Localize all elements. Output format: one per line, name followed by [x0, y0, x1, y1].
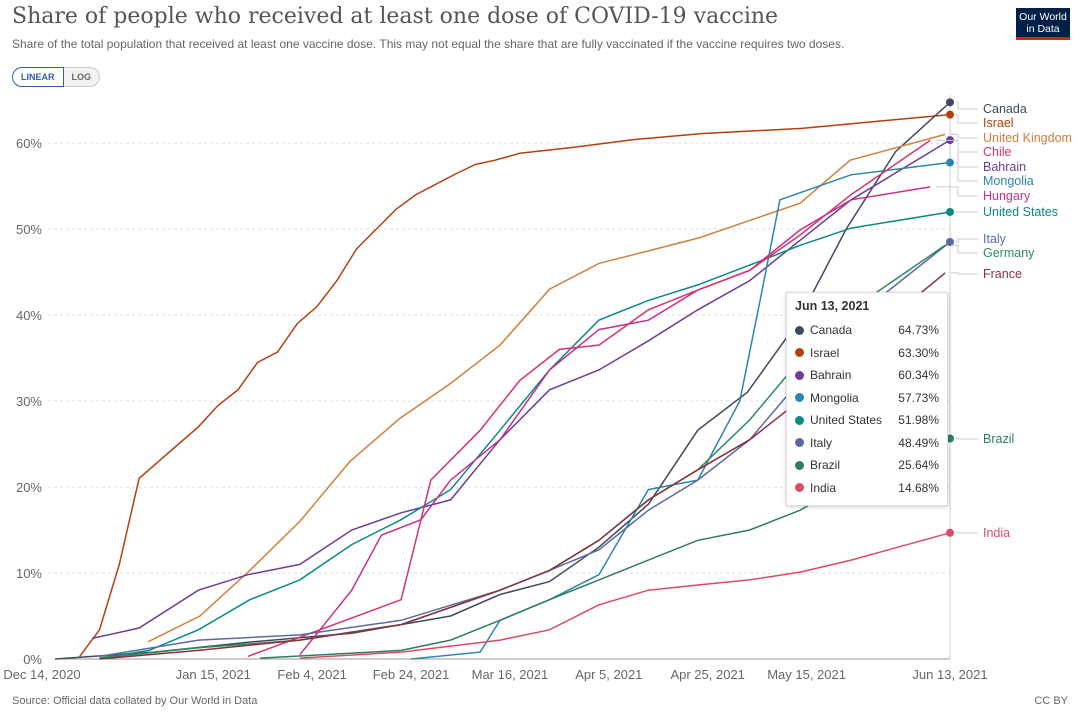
series-dot-icon [795, 348, 804, 358]
series-label: Israel [983, 116, 1014, 130]
tooltip-value: 60.34% [898, 368, 939, 383]
series-label: United Kingdom [983, 131, 1072, 145]
x-tick-label: Mar 16, 2021 [472, 667, 549, 682]
chart-title: Share of people who received at least on… [12, 4, 779, 29]
x-tick-label: Apr 25, 2021 [670, 667, 744, 682]
y-tick-label: 50% [16, 222, 42, 237]
linear-button[interactable]: LINEAR [12, 67, 64, 87]
tooltip-country: Brazil [810, 458, 841, 473]
license: CC BY [1034, 695, 1068, 707]
tooltip-value: 57.73% [898, 390, 939, 405]
x-tick-label: Apr 5, 2021 [575, 667, 642, 682]
tooltip-country: United States [810, 413, 883, 428]
series-dot-icon [795, 460, 804, 470]
tooltip-row: Mongolia 57.73% [795, 387, 939, 410]
y-tick-label: 30% [16, 394, 42, 409]
tooltip-row: India 14.68% [795, 477, 939, 500]
tooltip-value: 14.68% [898, 480, 939, 495]
y-tick-label: 40% [16, 308, 42, 323]
label-connector [956, 139, 978, 168]
tooltip: Jun 13, 2021 Canada 64.73% Israel 63.30% Bah… [786, 292, 948, 506]
x-tick-label: Jun 13, 2021 [912, 667, 987, 682]
series-dot-icon [795, 325, 804, 335]
series-label: Brazil [983, 432, 1014, 446]
tooltip-row: Bahrain 60.34% [795, 364, 939, 387]
tooltip-country: India [810, 480, 837, 495]
end-marker [946, 434, 954, 443]
tooltip-row: Israel 63.30% [795, 342, 939, 365]
series-dot-icon [795, 393, 804, 403]
label-connector [951, 272, 978, 275]
tooltip-country: Israel [810, 345, 840, 360]
end-marker [946, 158, 954, 167]
label-connector [936, 186, 978, 197]
series-label: Hungary [983, 189, 1031, 203]
series-line-chile [247, 139, 931, 658]
tooltip-row: United States 51.98% [795, 409, 939, 432]
series-label: Chile [983, 145, 1012, 159]
series-line-israel [79, 113, 951, 657]
tooltip-row: Italy 48.49% [795, 432, 939, 455]
chart-subtitle: Share of the total population that recei… [12, 37, 845, 51]
series-line-united-kingdom [147, 133, 946, 643]
y-tick-label: 20% [16, 480, 42, 495]
series-label: India [983, 526, 1010, 540]
scale-toggle: LINEAR LOG [12, 67, 100, 87]
series-line-india [299, 532, 951, 659]
series-label: United States [983, 205, 1058, 219]
series-dot-icon [795, 438, 804, 448]
log-button[interactable]: LOG [63, 67, 100, 87]
x-tick-label: Feb 24, 2021 [373, 667, 450, 682]
series-dot-icon [795, 370, 804, 380]
x-tick-label: Feb 4, 2021 [277, 667, 346, 682]
owid-logo[interactable]: Our World in Data [1016, 8, 1070, 40]
series-dot-icon [795, 415, 804, 425]
tooltip-value: 48.49% [898, 435, 939, 450]
label-connector [956, 437, 978, 440]
end-marker [946, 110, 954, 119]
tooltip-row: Canada 64.73% [795, 319, 939, 342]
series-label: Mongolia [983, 174, 1034, 188]
tooltip-value: 64.73% [898, 323, 939, 338]
series-label: Canada [983, 102, 1027, 116]
tooltip-row: Brazil 25.64% [795, 454, 939, 477]
tooltip-date: Jun 13, 2021 [795, 299, 870, 313]
x-tick-label: Jan 15, 2021 [176, 667, 251, 682]
series-label: Germany [983, 246, 1035, 260]
y-tick-label: 0% [23, 652, 42, 667]
end-marker [946, 237, 954, 246]
label-connector [936, 139, 978, 153]
x-tick-label: May 15, 2021 [767, 667, 846, 682]
label-connector [951, 133, 978, 139]
x-tick-label: Dec 14, 2020 [3, 667, 80, 682]
series-label: France [983, 267, 1022, 281]
y-tick-label: 60% [16, 136, 42, 151]
tooltip-value: 25.64% [898, 458, 939, 473]
label-connector [951, 244, 978, 254]
series-label: Bahrain [983, 160, 1026, 174]
tooltip-country: Mongolia [810, 390, 859, 405]
end-marker [946, 528, 954, 537]
label-connector [956, 162, 978, 182]
end-marker [946, 98, 954, 107]
series-dot-icon [795, 483, 804, 493]
label-connector [956, 238, 978, 243]
tooltip-value: 51.98% [898, 413, 939, 428]
tooltip-country: Bahrain [810, 368, 852, 383]
tooltip-value: 63.30% [898, 345, 939, 360]
label-connector [956, 114, 978, 124]
series-label: Italy [983, 232, 1007, 246]
series-line-hungary [299, 186, 931, 656]
label-connector [956, 101, 978, 110]
tooltip-country: Italy [810, 435, 833, 450]
source-note: Source: Official data collated by Our Wo… [12, 695, 258, 707]
series-line-canada [54, 101, 951, 660]
y-tick-label: 10% [16, 566, 42, 581]
tooltip-country: Canada [810, 323, 853, 338]
end-marker [946, 207, 954, 216]
